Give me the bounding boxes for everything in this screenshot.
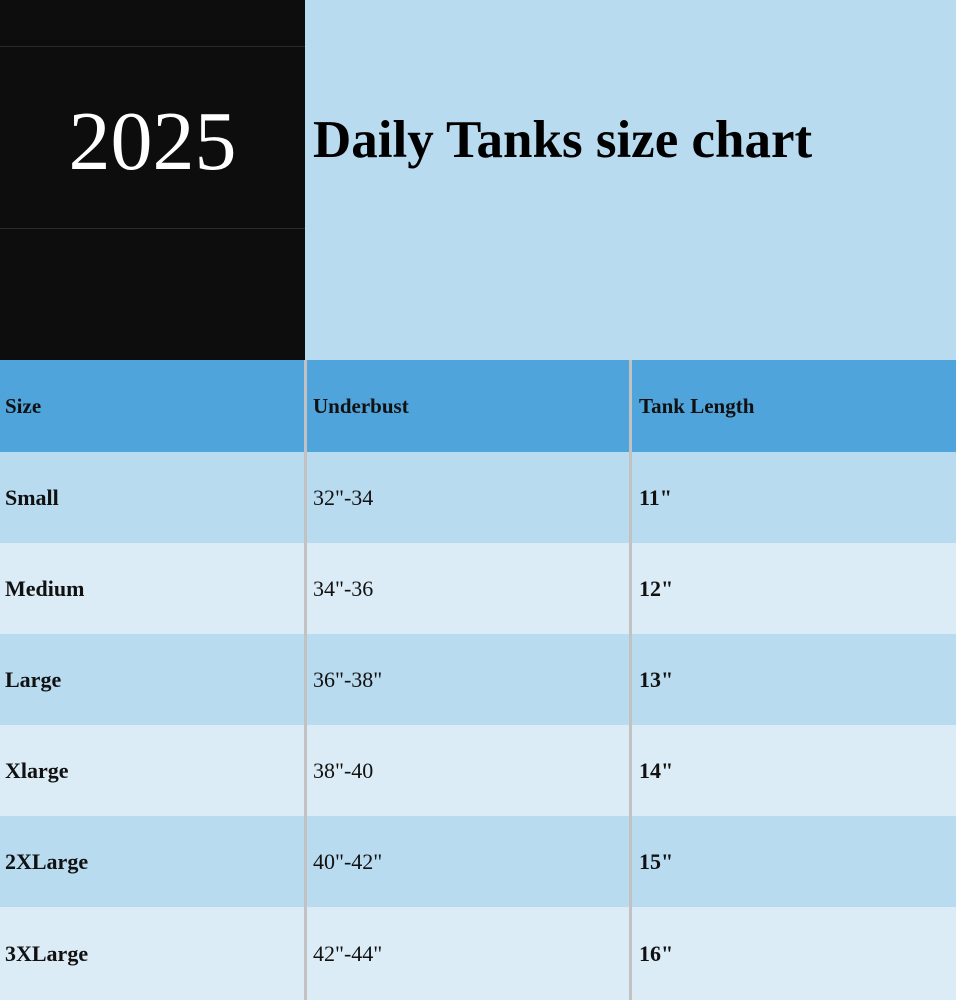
- column-header-underbust: Underbust: [313, 393, 409, 418]
- table-row: Xlarge 38"-40 14": [0, 725, 956, 816]
- tank-length-cell: 12": [639, 575, 674, 601]
- tank-length-cell: 16": [639, 940, 674, 966]
- table-header: Size Underbust Tank Length: [0, 360, 956, 452]
- underbust-cell: 38"-40: [313, 757, 374, 783]
- tank-length-cell: 13": [639, 666, 674, 692]
- column-divider: [304, 360, 307, 1000]
- size-cell: 2XLarge: [5, 848, 89, 874]
- tank-length-cell: 14": [639, 757, 674, 783]
- underbust-cell: 34"-36: [313, 575, 374, 601]
- table-row: 3XLarge 42"-44" 16": [0, 907, 956, 1000]
- size-cell: 3XLarge: [5, 940, 89, 966]
- year-label: 2025: [68, 95, 237, 188]
- column-header-tank-length: Tank Length: [639, 393, 755, 418]
- size-cell: Large: [5, 666, 62, 692]
- page-title: Daily Tanks size chart: [313, 111, 813, 169]
- underbust-cell: 42"-44": [313, 940, 383, 966]
- table-row: Medium 34"-36 12": [0, 543, 956, 634]
- size-cell: Xlarge: [5, 757, 69, 783]
- tank-length-cell: 15": [639, 848, 674, 874]
- tank-length-cell: 11": [639, 484, 672, 510]
- divider: [0, 46, 305, 47]
- size-cell: Small: [5, 484, 59, 510]
- divider: [0, 228, 305, 229]
- size-cell: Medium: [5, 575, 85, 601]
- table-row: 2XLarge 40"-42" 15": [0, 816, 956, 907]
- underbust-cell: 32"-34: [313, 484, 374, 510]
- table-row: Large 36"-38" 13": [0, 634, 956, 725]
- underbust-cell: 36"-38": [313, 666, 383, 692]
- year-block: 2025: [0, 0, 305, 360]
- table-row: Small 32"-34 11": [0, 452, 956, 543]
- underbust-cell: 40"-42": [313, 848, 383, 874]
- column-header-size: Size: [5, 393, 42, 418]
- title-block: Daily Tanks size chart: [305, 0, 956, 360]
- column-divider: [629, 360, 632, 1000]
